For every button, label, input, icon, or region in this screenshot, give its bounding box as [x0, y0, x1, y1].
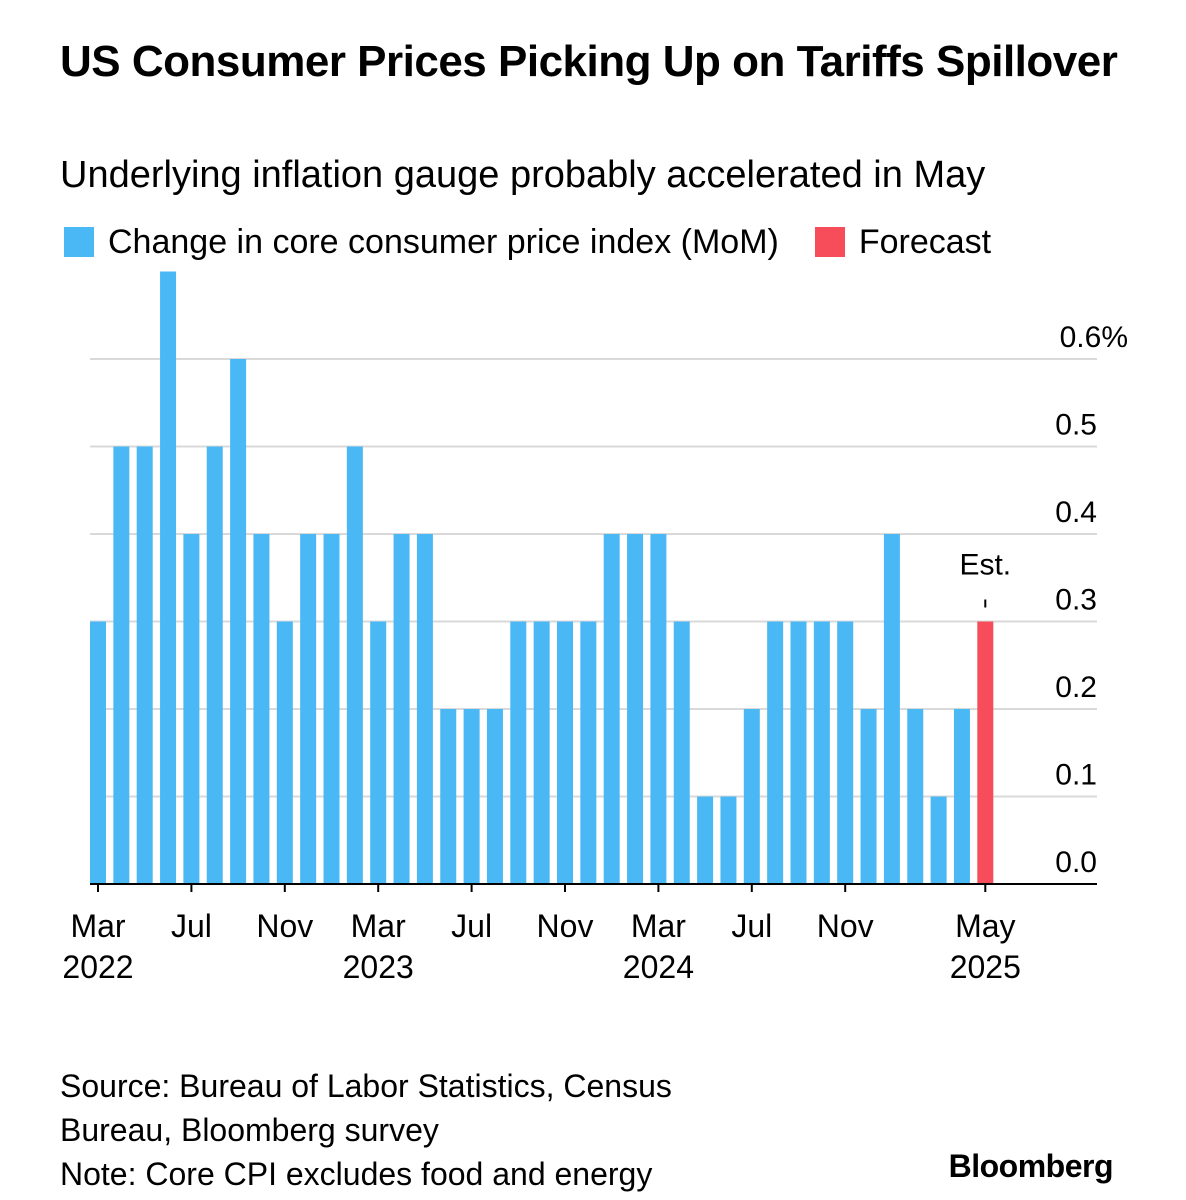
x-tick-month-label: Mar [70, 908, 125, 944]
bar [206, 446, 223, 884]
bar [673, 621, 690, 884]
bar [230, 359, 247, 884]
y-tick-label: 0.2 [1055, 671, 1097, 704]
x-tick-year-label: 2025 [950, 949, 1021, 985]
x-tick-year-label: 2022 [62, 949, 133, 985]
bar [300, 534, 317, 884]
bar [416, 534, 433, 884]
x-tick-month-label: Jul [171, 908, 212, 944]
y-tick-label: 0.4 [1055, 496, 1097, 529]
bar [697, 796, 714, 884]
y-tick-label: 0.5 [1055, 409, 1097, 442]
legend-label-core-cpi: Change in core consumer price index (MoM… [108, 222, 779, 261]
bar [346, 446, 363, 884]
bar [650, 534, 667, 884]
forecast-bar [977, 621, 994, 884]
x-tick-year-label: 2023 [343, 949, 414, 985]
x-tick-month-label: Mar [631, 908, 686, 944]
bar [370, 621, 387, 884]
chart-subtitle: Underlying inflation gauge probably acce… [60, 154, 986, 196]
bar-chart: 0.0 0.1 0.2 0.3 0.4 0.5 0.6% Mar 2022 Jul Nov Mar 20… [62, 271, 1128, 985]
x-tick-month-label: May [955, 908, 1015, 944]
x-tick-month-label: Mar [351, 908, 406, 944]
x-tick-month-label: Jul [451, 908, 492, 944]
bar [720, 796, 737, 884]
note-line: Note: Core CPI excludes food and energy [60, 1156, 653, 1192]
bar [183, 534, 200, 884]
bar [813, 621, 830, 884]
bar [160, 271, 177, 884]
bar [627, 534, 644, 884]
bar [860, 709, 877, 884]
bar [90, 621, 106, 884]
bar [393, 534, 410, 884]
legend-swatch-core-cpi [64, 227, 94, 257]
y-tick-label: 0.6% [1060, 321, 1128, 354]
legend-label-forecast: Forecast [858, 222, 992, 261]
legend-item-forecast: Forecast [814, 222, 992, 262]
source-line-2: Bureau, Bloomberg survey [60, 1112, 439, 1148]
bar [253, 534, 270, 884]
x-tick-month-label: Jul [731, 908, 772, 944]
x-tick-month-label: Nov [537, 908, 594, 944]
bar [743, 709, 760, 884]
bar [136, 446, 153, 884]
bar [486, 709, 503, 884]
bar [907, 709, 924, 884]
bar [790, 621, 807, 884]
bloomberg-logo: Bloomberg [948, 1148, 1114, 1184]
bar [603, 534, 620, 884]
legend: Change in core consumer price index (MoM… [64, 220, 1027, 264]
bar [323, 534, 340, 884]
bar [510, 621, 527, 884]
bar [837, 621, 854, 884]
bar [767, 621, 784, 884]
chart-footer: Source: Bureau of Labor Statistics, Cens… [60, 1064, 672, 1196]
legend-item-core-cpi: Change in core consumer price index (MoM… [64, 223, 779, 262]
bar [883, 534, 900, 884]
bar [276, 621, 293, 884]
bar [463, 709, 480, 884]
legend-swatch-forecast [814, 227, 845, 257]
y-tick-label: 0.3 [1055, 584, 1097, 617]
x-tick-month-label: Nov [817, 908, 874, 944]
x-tick-year-label: 2024 [623, 949, 694, 985]
bar [953, 709, 970, 884]
bar [557, 621, 573, 884]
source-line-1: Source: Bureau of Labor Statistics, Cens… [60, 1068, 672, 1104]
x-tick-month-label: Nov [256, 908, 313, 944]
bar [580, 621, 597, 884]
chart-title: US Consumer Prices Picking Up on Tariffs… [60, 37, 1118, 86]
y-tick-label: 0.0 [1055, 846, 1097, 879]
forecast-annotation-label: Est. [959, 549, 1011, 582]
bar [930, 796, 947, 884]
bar [113, 446, 130, 884]
bar [440, 709, 457, 884]
y-tick-label: 0.1 [1055, 759, 1097, 792]
bar [533, 621, 550, 884]
